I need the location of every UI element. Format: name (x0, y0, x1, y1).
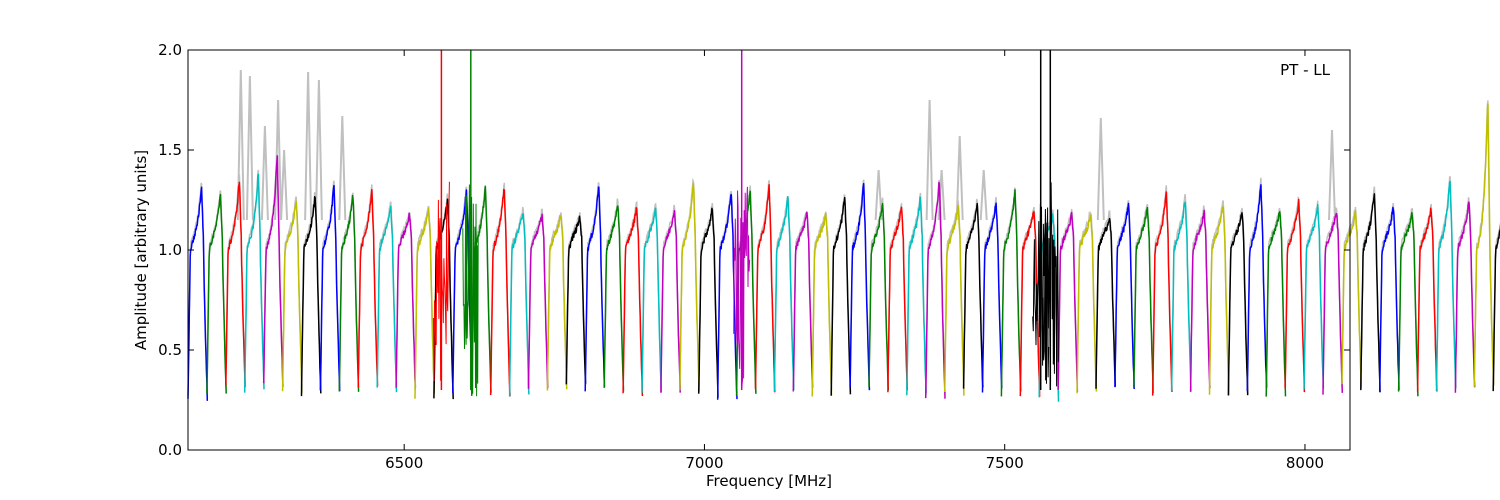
gray-spike-12 (979, 169, 988, 221)
channel-series-1 (206, 193, 227, 395)
annotation-label: PT - LL (1280, 61, 1331, 79)
channel-series-46 (1057, 211, 1079, 393)
channel-series-2 (225, 181, 246, 388)
channel-series-22 (603, 205, 625, 392)
channel-series-69 (1492, 224, 1500, 392)
channel-series-48 (1095, 217, 1117, 389)
channel-series-24 (641, 207, 663, 393)
channel-series-57 (1265, 211, 1287, 397)
channel-series-23 (622, 206, 644, 397)
channel-series-58 (1284, 198, 1306, 393)
y-tick-label-0: 0.0 (158, 441, 182, 459)
channel-series-63 (1378, 206, 1400, 392)
x-tick-label-2: 7500 (986, 454, 1024, 472)
channel-series-32 (792, 211, 814, 392)
channel-series-9 (357, 188, 379, 388)
gray-spike-14 (1328, 129, 1336, 221)
y-axis-label: Amplitude [arbitrary units] (132, 150, 150, 350)
gray-spike-11 (955, 135, 964, 221)
channel-series-59 (1303, 203, 1325, 390)
channel-series-40 (943, 204, 965, 396)
channel-series-55 (1227, 212, 1249, 396)
channel-series-10 (376, 205, 398, 393)
channel-series-56 (1246, 184, 1268, 392)
rfi-noise-0 (432, 181, 450, 382)
gray-spike-0 (236, 69, 245, 221)
channel-series-51 (1151, 191, 1173, 396)
gray-spike-5 (304, 71, 313, 221)
channel-series-26 (679, 182, 700, 392)
channel-series-39 (924, 181, 946, 399)
gray-spike-9 (925, 99, 934, 221)
channel-series-52 (1170, 201, 1192, 392)
x-axis-label: Frequency [MHz] (706, 472, 832, 490)
channel-series-61 (1341, 210, 1362, 389)
gray-spike-2 (260, 125, 269, 221)
x-tick-label-0: 6500 (385, 454, 423, 472)
channel-series-41 (962, 202, 984, 389)
rfi-noise-4 (1041, 182, 1059, 387)
channel-series-25 (660, 209, 681, 393)
x-tick-label-3: 8000 (1286, 454, 1324, 472)
gray-spike-8 (874, 169, 883, 221)
channel-series-42 (981, 202, 1003, 393)
channel-series-5 (281, 200, 303, 393)
channel-series-60 (1322, 212, 1344, 395)
channel-series-64 (1397, 212, 1419, 397)
channel-series-19 (546, 214, 568, 391)
channel-series-31 (773, 196, 795, 392)
channel-series-6 (300, 196, 322, 397)
channel-series-4 (262, 155, 284, 387)
channel-series-38 (906, 196, 927, 396)
channel-series-35 (849, 182, 871, 391)
channel-series-8 (338, 194, 360, 392)
channel-series-47 (1076, 214, 1098, 394)
x-tick-label-1: 7000 (685, 454, 723, 472)
gray-spike-13 (1096, 117, 1105, 221)
channel-series-44 (1019, 210, 1041, 397)
channel-series-11 (395, 212, 417, 388)
rfi-noise-1 (462, 184, 480, 397)
y-tick-label-4: 2.0 (158, 41, 182, 59)
channel-series-27 (697, 207, 719, 398)
y-tick-label-1: 0.5 (158, 341, 182, 359)
channel-series-66 (1435, 180, 1457, 391)
channel-series-0 (187, 186, 209, 401)
channel-series-16 (489, 188, 511, 397)
channel-series-36 (868, 202, 890, 391)
channel-series-37 (887, 206, 908, 393)
gray-spike-6 (314, 79, 323, 221)
channel-series-49 (1114, 202, 1135, 390)
channel-series-33 (811, 212, 833, 397)
channel-series-65 (1416, 207, 1438, 392)
channel-series-17 (508, 213, 530, 397)
channel-series-7 (319, 184, 341, 392)
gray-spike-7 (338, 115, 347, 221)
channel-series-43 (1000, 189, 1022, 397)
rfi-noise-2 (733, 186, 751, 387)
channel-series-12 (414, 207, 436, 399)
channel-series-34 (830, 196, 852, 396)
channel-series-30 (754, 184, 776, 393)
channel-series-68 (1473, 103, 1495, 387)
channel-series-3 (243, 173, 265, 393)
channel-series-67 (1454, 201, 1476, 393)
channel-series-53 (1189, 209, 1211, 392)
channel-series-20 (565, 215, 587, 385)
channel-series-18 (527, 213, 549, 389)
y-tick-label-3: 1.5 (158, 141, 182, 159)
channel-series-62 (1360, 193, 1381, 393)
y-tick-label-2: 1.0 (158, 241, 182, 259)
channel-series-50 (1133, 206, 1154, 394)
gray-spike-1 (245, 75, 254, 221)
channel-series-21 (584, 186, 606, 392)
channel-series-54 (1208, 205, 1230, 396)
gray-spike-4 (280, 149, 289, 221)
